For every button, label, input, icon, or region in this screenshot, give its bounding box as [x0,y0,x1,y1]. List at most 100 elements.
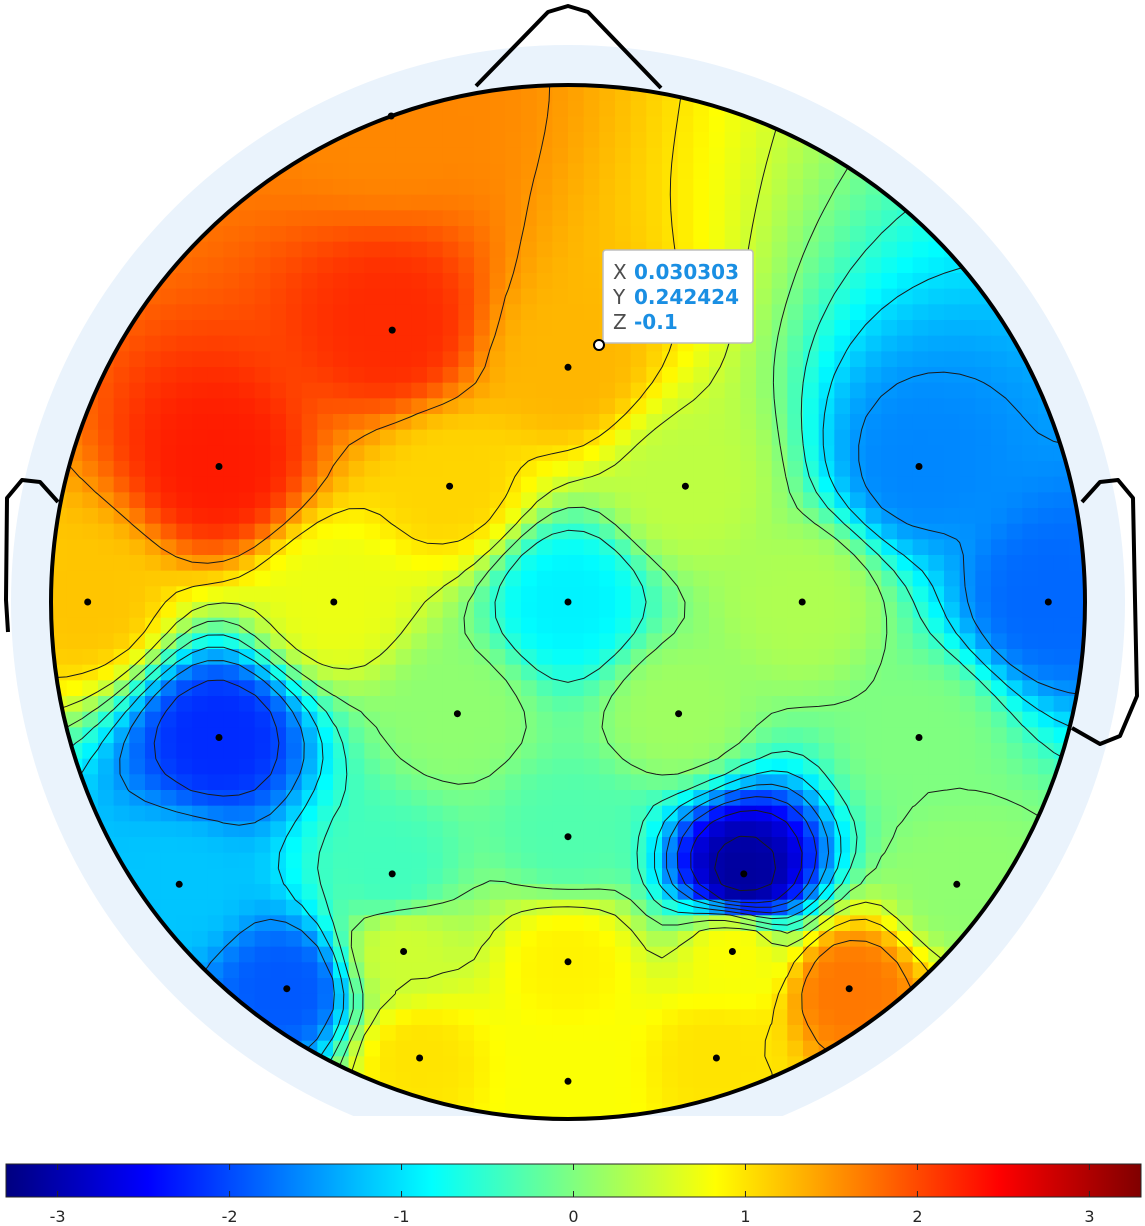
heatmap-cell [850,586,867,603]
heatmap-cell [474,727,491,744]
heatmap-cell [207,743,224,760]
heatmap-cell [395,899,412,916]
heatmap-cell [474,132,491,149]
heatmap-cell [286,257,303,274]
heatmap-cell [552,304,569,321]
heatmap-cell [160,680,177,697]
heatmap-cell [301,539,318,556]
heatmap-cell [521,978,538,995]
heatmap-cell [474,335,491,352]
heatmap-cell [630,476,647,493]
heatmap-cell [803,711,820,728]
datatip-marker[interactable] [593,339,605,351]
heatmap-cell [317,664,334,681]
heatmap-cell [818,445,835,462]
heatmap-cell [709,727,726,744]
heatmap-cell [113,602,130,619]
heatmap-cell [615,1056,632,1073]
heatmap-cell [411,790,428,807]
heatmap-cell [333,727,350,744]
heatmap-cell [662,774,679,791]
heatmap-cell [286,288,303,305]
heatmap-cell [991,680,1008,697]
electrode-dot [564,363,572,371]
heatmap-cell [928,398,945,415]
heatmap-cell [818,555,835,572]
heatmap-cell [458,570,475,587]
datatip[interactable]: X 0.030303 Y 0.242424 Z -0.1 [593,249,754,351]
heatmap-cell [286,743,303,760]
heatmap-cell [928,743,945,760]
heatmap-cell [568,382,585,399]
heatmap-cell [427,226,444,243]
heatmap-cell [176,696,193,713]
heatmap-cell [489,805,506,822]
colorbar[interactable]: -3 -2 -1 0 1 2 3 [5,1163,1142,1226]
heatmap-cell [834,508,851,525]
heatmap-cell [286,946,303,963]
heatmap-cell [270,226,287,243]
heatmap-cell [223,241,240,258]
heatmap-cell [771,210,788,227]
heatmap-cell [740,586,757,603]
heatmap-cell [865,633,882,650]
heatmap-cell [615,633,632,650]
heatmap-cell [865,414,882,431]
heatmap-cell [756,586,773,603]
heatmap-cell [834,523,851,540]
heatmap-cell [254,993,271,1010]
heatmap-cell [474,649,491,666]
heatmap-cell [662,1087,679,1104]
heatmap-cell [536,241,553,258]
heatmap-cell [254,351,271,368]
heatmap-cell [615,132,632,149]
heatmap-cell [348,210,365,227]
heatmap-cell [693,586,710,603]
heatmap-cell [646,210,663,227]
heatmap-cell [740,664,757,681]
heatmap-cell [489,1072,506,1089]
heatmap-cell [223,633,240,650]
heatmap-cell [662,382,679,399]
heatmap-cell [427,837,444,854]
heatmap-cell [693,523,710,540]
heatmap-cell [928,884,945,901]
heatmap-cell [505,429,522,446]
heatmap-cell [740,414,757,431]
heatmap-cell [709,664,726,681]
heatmap-cell [568,539,585,556]
heatmap-cell [897,696,914,713]
heatmap-cell [364,680,381,697]
heatmap-cell [787,163,804,180]
heatmap-cell [850,884,867,901]
heatmap-cell [662,508,679,525]
heatmap-cell [333,492,350,509]
heatmap-cell [959,492,976,509]
heatmap-cell [693,398,710,415]
heatmap-cell [536,320,553,337]
heatmap-cell [489,696,506,713]
heatmap-cell [583,1040,600,1057]
heatmap-cell [129,743,146,760]
heatmap-cell [286,727,303,744]
heatmap-cell [176,508,193,525]
heatmap-cell [239,555,256,572]
heatmap-cell [724,351,741,368]
heatmap-cell [286,320,303,337]
heatmap-cell [818,743,835,760]
heatmap-cell [677,1056,694,1073]
heatmap-cell [207,304,224,321]
heatmap-cell [82,461,99,478]
heatmap-cell [693,915,710,932]
heatmap-cell [599,805,616,822]
heatmap-cell [599,884,616,901]
heatmap-cell [662,821,679,838]
heatmap-cell [583,132,600,149]
heatmap-cell [458,1072,475,1089]
heatmap-cell [521,163,538,180]
heatmap-cell [912,649,929,666]
heatmap-cell [317,837,334,854]
heatmap-cell [286,414,303,431]
heatmap-cell [568,320,585,337]
heatmap-cell [176,273,193,290]
